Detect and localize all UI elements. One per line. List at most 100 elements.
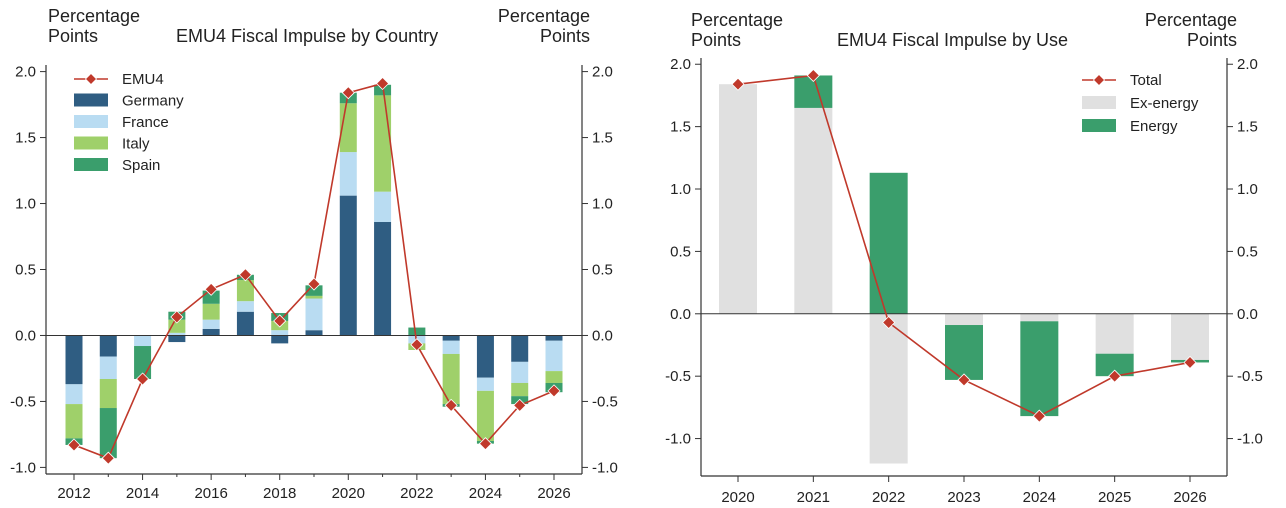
y-tick-label-right: 0.5: [1237, 243, 1258, 260]
x-tick-label: 2024: [1023, 489, 1056, 506]
bar-segment-italy: [374, 95, 392, 192]
bar-segment-france: [168, 332, 186, 336]
y-tick-label-right: 0.5: [592, 262, 613, 279]
bar-segment-italy: [545, 371, 563, 383]
bars-group: [719, 75, 1209, 464]
line-marker: [1108, 369, 1122, 383]
bar-segment-spain: [374, 84, 392, 96]
bar-segment-spain: [202, 290, 220, 304]
line-marker: [410, 338, 424, 352]
bar-segment-germany: [374, 222, 392, 336]
bar-segment-ex-energy: [945, 313, 983, 326]
legend-label: Ex-energy: [1130, 95, 1199, 112]
legend-swatch: [74, 115, 108, 128]
legend-label: Energy: [1130, 118, 1178, 135]
line-marker: [882, 315, 896, 330]
bar-segment-italy: [202, 303, 220, 320]
legend-label: France: [122, 114, 169, 131]
bar-segment-france: [442, 340, 460, 354]
bar-segment-france: [545, 340, 563, 372]
y-tick-label-left: 1.5: [670, 119, 691, 136]
line-marker: [806, 68, 820, 83]
bar-segment-france: [476, 377, 494, 391]
y-tick-label-left: 2.0: [15, 64, 36, 81]
line-marker: [478, 437, 492, 451]
x-tick-label: 2022: [400, 485, 433, 502]
bar-segment-germany: [339, 195, 357, 336]
bar-segment-france: [134, 335, 152, 347]
chart-panel-by-use: Percentage Points EMU4 Fiscal Impulse by…: [646, 0, 1286, 508]
x-tick-label: 2026: [1173, 489, 1206, 506]
bar-segment-italy: [511, 382, 529, 397]
legend: EMU4 Germany France Italy Spain: [74, 71, 184, 174]
y-tick-label-right: -1.0: [1237, 431, 1263, 448]
y-tick-label-right: 1.5: [1237, 119, 1258, 136]
bar-segment-germany: [511, 335, 529, 362]
left-axis-unit-label: Percentage Points: [691, 10, 784, 50]
bar-segment-germany: [476, 335, 494, 378]
bar-segment-energy: [869, 172, 908, 314]
right-axis-unit-label: Percentage Points: [1144, 10, 1237, 50]
bar-segment-germany: [202, 328, 220, 336]
y-tick-label-left: 1.0: [670, 181, 691, 198]
bar-segment-germany: [65, 335, 83, 385]
legend-swatch-marker: [84, 72, 98, 86]
y-tick-label-right: 1.0: [592, 196, 613, 213]
bar-segment-energy: [945, 325, 983, 380]
y-tick-label-left: 2.0: [670, 56, 691, 73]
bar-segment-france: [65, 384, 83, 405]
bar-segment-italy: [236, 280, 254, 302]
bar-segment-germany: [99, 335, 117, 357]
legend-swatch: [74, 158, 108, 171]
x-tick-label: 2020: [332, 485, 365, 502]
legend-swatch: [1082, 96, 1116, 109]
legend-label: Total: [1130, 72, 1162, 89]
y-tick-label-right: 2.0: [592, 64, 613, 81]
bar-segment-france: [236, 301, 254, 312]
bar-segment-italy: [168, 319, 186, 333]
y-tick-label-right: -0.5: [592, 393, 618, 410]
x-tick-label: 2020: [721, 489, 754, 506]
bar-segment-italy: [99, 379, 117, 409]
y-tick-label-left: 0.0: [670, 306, 691, 323]
line-marker: [1183, 355, 1197, 370]
bar-segment-italy: [305, 295, 323, 299]
x-tick-label: 2023: [947, 489, 980, 506]
line-marker: [547, 384, 561, 398]
line-marker: [444, 398, 458, 412]
legend-swatch: [74, 93, 108, 107]
y-tick-label-left: 0.5: [670, 243, 691, 260]
line-marker: [204, 282, 218, 296]
bar-segment-italy: [476, 390, 494, 442]
y-tick-label-left: -0.5: [10, 393, 36, 410]
bars-group: [65, 84, 563, 459]
legend: Total Ex-energy Energy: [1082, 72, 1199, 135]
line-marker: [101, 451, 115, 465]
bar-segment-energy: [1020, 321, 1059, 417]
legend-swatch: [1082, 119, 1116, 132]
line-marker: [273, 314, 287, 328]
bar-segment-ex-energy: [1020, 313, 1059, 322]
line-marker: [341, 86, 355, 100]
bar-segment-germany: [442, 335, 460, 341]
x-tick-label: 2012: [57, 485, 90, 502]
bar-segment-ex-energy: [719, 84, 757, 314]
line-marker: [170, 310, 184, 324]
y-tick-label-right: -0.5: [1237, 368, 1263, 385]
y-tick-label-left: -0.5: [665, 368, 691, 385]
bar-segment-spain: [408, 327, 426, 336]
y-tick-label-left: 0.0: [15, 327, 36, 344]
y-tick-label-left: -1.0: [10, 459, 36, 476]
legend-label: Spain: [122, 157, 160, 174]
bar-segment-spain: [305, 285, 323, 296]
x-tick-label: 2024: [469, 485, 502, 502]
left-axis-unit-label: Percentage Points: [48, 6, 141, 46]
x-tick-label: 2022: [872, 489, 905, 506]
y-tick-label-right: 1.0: [1237, 181, 1258, 198]
bar-segment-france: [374, 191, 392, 223]
y-tick-label-left: 1.0: [15, 196, 36, 213]
bar-segment-france: [99, 356, 117, 380]
bar-segment-italy: [442, 353, 460, 405]
line-marker: [957, 373, 971, 387]
legend-label: Italy: [122, 136, 150, 153]
